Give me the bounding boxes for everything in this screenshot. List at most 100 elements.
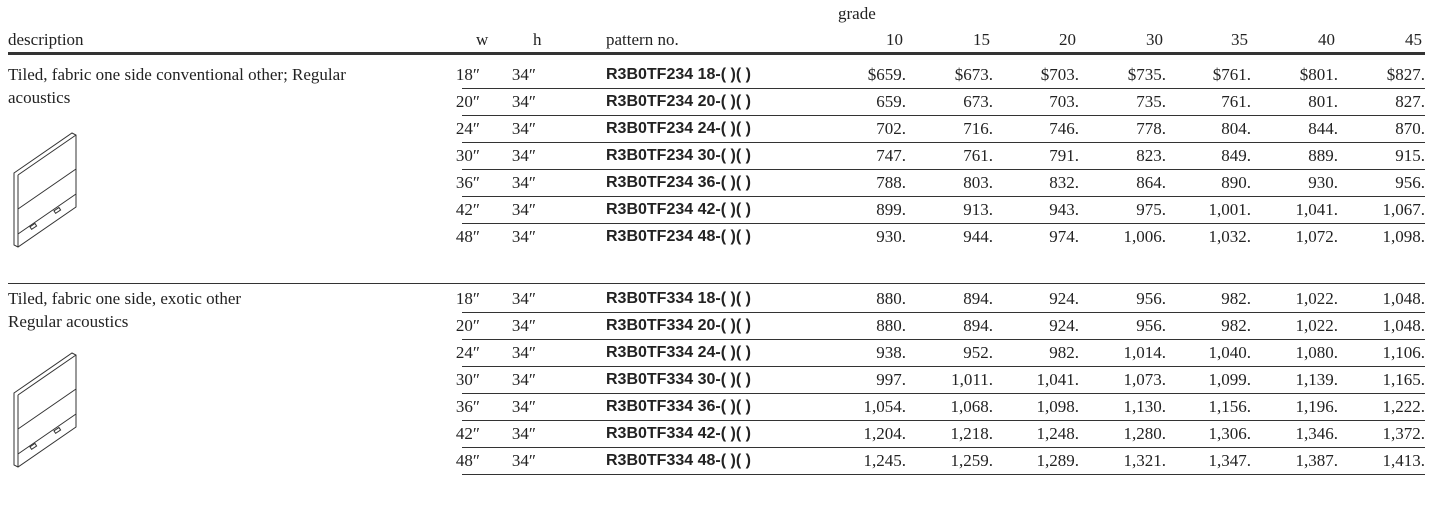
price: $673. <box>954 65 993 84</box>
width: 18″ <box>455 289 480 308</box>
width: 18″ <box>455 65 480 84</box>
price: 870. <box>1395 119 1425 138</box>
price: 930. <box>1308 173 1338 192</box>
price: 944. <box>963 227 993 246</box>
price: 1,372. <box>1382 424 1426 443</box>
price: 943. <box>1049 200 1079 219</box>
column-header: description <box>8 30 84 49</box>
price: 899. <box>876 200 906 219</box>
rule <box>462 312 1425 313</box>
height: 34″ <box>511 370 536 389</box>
panel-illustration <box>13 352 77 468</box>
width: 36″ <box>455 173 480 192</box>
price: 1,041. <box>1295 200 1339 219</box>
price: $735. <box>1127 65 1166 84</box>
rule <box>462 393 1425 394</box>
grade-header: 15 <box>973 30 990 49</box>
rule <box>462 169 1425 170</box>
description: Regular acoustics <box>8 312 129 331</box>
price: 1,048. <box>1382 316 1426 335</box>
price: 924. <box>1049 289 1079 308</box>
price: 1,006. <box>1123 227 1167 246</box>
price: 849. <box>1221 146 1251 165</box>
rule <box>462 142 1425 143</box>
price: 915. <box>1395 146 1425 165</box>
width: 42″ <box>455 200 480 219</box>
width: 30″ <box>455 370 480 389</box>
grade-header: 20 <box>1059 30 1076 49</box>
pattern-number: R3B0TF334 30-( )( ) <box>606 371 751 388</box>
height: 34″ <box>511 397 536 416</box>
column-header: h <box>533 30 542 49</box>
pattern-number: R3B0TF334 24-( )( ) <box>606 344 751 361</box>
height: 34″ <box>511 119 536 138</box>
rule <box>462 420 1425 421</box>
price: 788. <box>876 173 906 192</box>
price: $659. <box>867 65 906 84</box>
width: 24″ <box>455 343 480 362</box>
width: 20″ <box>455 316 480 335</box>
price: 880. <box>876 289 906 308</box>
rule <box>8 283 1425 284</box>
width: 48″ <box>455 227 480 246</box>
price: 1,080. <box>1295 343 1339 362</box>
pattern-number: R3B0TF234 30-( )( ) <box>606 147 751 164</box>
price: 1,346. <box>1295 424 1339 443</box>
width: 48″ <box>455 451 480 470</box>
rule <box>8 52 1425 55</box>
price: 735. <box>1136 92 1166 111</box>
rule <box>462 474 1425 475</box>
price: $801. <box>1299 65 1338 84</box>
grade-header: 40 <box>1318 30 1335 49</box>
price: 1,289. <box>1036 451 1080 470</box>
height: 34″ <box>511 173 536 192</box>
price: 1,048. <box>1382 289 1426 308</box>
grade-header: 35 <box>1231 30 1248 49</box>
rule <box>462 115 1425 116</box>
price: 1,387. <box>1295 451 1339 470</box>
height: 34″ <box>511 65 536 84</box>
price: 982. <box>1221 289 1251 308</box>
height: 34″ <box>511 289 536 308</box>
price: 1,067. <box>1382 200 1426 219</box>
price: 844. <box>1308 119 1338 138</box>
price: 1,001. <box>1208 200 1252 219</box>
price: 1,040. <box>1208 343 1252 362</box>
pattern-number: R3B0TF234 48-( )( ) <box>606 228 751 245</box>
width: 30″ <box>455 146 480 165</box>
pattern-number: R3B0TF334 18-( )( ) <box>606 290 751 307</box>
price: 956. <box>1136 316 1166 335</box>
price: $703. <box>1040 65 1079 84</box>
pattern-number: R3B0TF234 18-( )( ) <box>606 66 751 83</box>
price: $761. <box>1212 65 1251 84</box>
column-header: pattern no. <box>606 30 679 49</box>
price: 1,022. <box>1295 289 1339 308</box>
price: 889. <box>1308 146 1338 165</box>
price: 924. <box>1049 316 1079 335</box>
rule <box>462 223 1425 224</box>
price: 864. <box>1136 173 1166 192</box>
price: 1,280. <box>1123 424 1167 443</box>
price: 938. <box>876 343 906 362</box>
grade-header: 30 <box>1146 30 1163 49</box>
price: 778. <box>1136 119 1166 138</box>
rule <box>462 447 1425 448</box>
price: 761. <box>1221 92 1251 111</box>
price: 1,165. <box>1382 370 1426 389</box>
height: 34″ <box>511 316 536 335</box>
rule <box>462 196 1425 197</box>
price: 832. <box>1049 173 1079 192</box>
price: 952. <box>963 343 993 362</box>
price: 890. <box>1221 173 1251 192</box>
price: 1,306. <box>1208 424 1252 443</box>
price: 894. <box>963 289 993 308</box>
width: 36″ <box>455 397 480 416</box>
price: 801. <box>1308 92 1338 111</box>
price: 1,014. <box>1123 343 1167 362</box>
price: 804. <box>1221 119 1251 138</box>
column-header: w <box>476 30 489 49</box>
price: 1,099. <box>1208 370 1252 389</box>
price: 1,222. <box>1382 397 1426 416</box>
pattern-number: R3B0TF234 36-( )( ) <box>606 174 751 191</box>
